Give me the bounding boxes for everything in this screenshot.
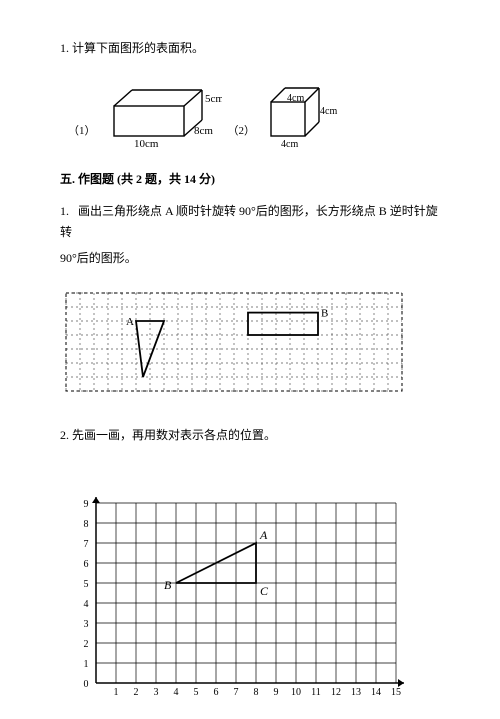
svg-text:B: B	[321, 308, 328, 320]
s5q1-prompt: 1. 画出三角形绕点 A 顺时针旋转 90°后的图形，长方形绕点 B 逆时针旋转	[60, 201, 440, 244]
svg-text:14: 14	[371, 687, 381, 698]
s5q2-text: 先画一画，再用数对表示各点的位置。	[72, 428, 276, 442]
cube-bottom: 4cm	[281, 139, 298, 148]
svg-text:0: 0	[84, 679, 89, 690]
svg-text:12: 12	[331, 687, 341, 698]
svg-text:15: 15	[391, 687, 401, 698]
s5q1-line2: 90°后的图形。	[60, 248, 440, 270]
cube-figure: 4cm 4cm 4cm	[261, 78, 341, 148]
svg-text:2: 2	[134, 687, 139, 698]
svg-text:3: 3	[84, 619, 89, 630]
svg-text:5: 5	[194, 687, 199, 698]
svg-text:7: 7	[234, 687, 239, 698]
s5q2-prompt: 2. 先画一画，再用数对表示各点的位置。	[60, 425, 440, 447]
coordinate-chart: 0123456789123456789101112131415ABC	[72, 495, 412, 715]
s5q2-number: 2.	[60, 428, 69, 442]
svg-text:10: 10	[291, 687, 301, 698]
cuboid-h: 5cm	[205, 93, 222, 105]
rotation-grid: AB	[60, 287, 410, 397]
svg-text:2: 2	[84, 639, 89, 650]
section5-title: 五. 作图题 (共 2 题，共 14 分)	[60, 170, 440, 187]
svg-text:A: A	[126, 316, 134, 328]
cuboid-w: 8cm	[194, 125, 213, 137]
cube-right: 4cm	[320, 106, 337, 117]
q1-prompt: 1. 计算下面图形的表面积。	[60, 38, 440, 60]
q1-fig2-label: （2）	[228, 122, 256, 148]
svg-text:A: A	[259, 528, 268, 542]
svg-text:6: 6	[214, 687, 219, 698]
svg-text:3: 3	[154, 687, 159, 698]
svg-text:1: 1	[84, 659, 89, 670]
cube-top: 4cm	[287, 93, 304, 104]
q1-number: 1.	[60, 41, 69, 55]
svg-text:4: 4	[84, 599, 89, 610]
q1-figures: （1） 5cm 8cm 10cm （2）	[68, 78, 440, 148]
q1-text: 计算下面图形的表面积。	[72, 41, 204, 55]
svg-text:5: 5	[84, 579, 89, 590]
svg-text:6: 6	[84, 559, 89, 570]
svg-text:8: 8	[84, 519, 89, 530]
svg-text:9: 9	[84, 499, 89, 510]
cuboid-figure: 5cm 8cm 10cm	[102, 78, 222, 148]
cuboid-l: 10cm	[134, 138, 159, 148]
svg-text:1: 1	[114, 687, 119, 698]
svg-text:7: 7	[84, 539, 89, 550]
svg-text:11: 11	[311, 687, 321, 698]
q1-fig1-label: （1）	[68, 122, 96, 148]
svg-text:9: 9	[274, 687, 279, 698]
svg-text:C: C	[260, 584, 269, 598]
svg-text:8: 8	[254, 687, 259, 698]
s5q1-line1: 画出三角形绕点 A 顺时针旋转 90°后的图形，长方形绕点 B 逆时针旋转	[60, 204, 438, 240]
s5q1-number: 1.	[60, 204, 69, 218]
svg-text:B: B	[164, 578, 172, 592]
svg-text:13: 13	[351, 687, 361, 698]
page: 1. 计算下面图形的表面积。 （1） 5cm 8cm 10cm （2）	[0, 0, 500, 719]
svg-text:4: 4	[174, 687, 179, 698]
